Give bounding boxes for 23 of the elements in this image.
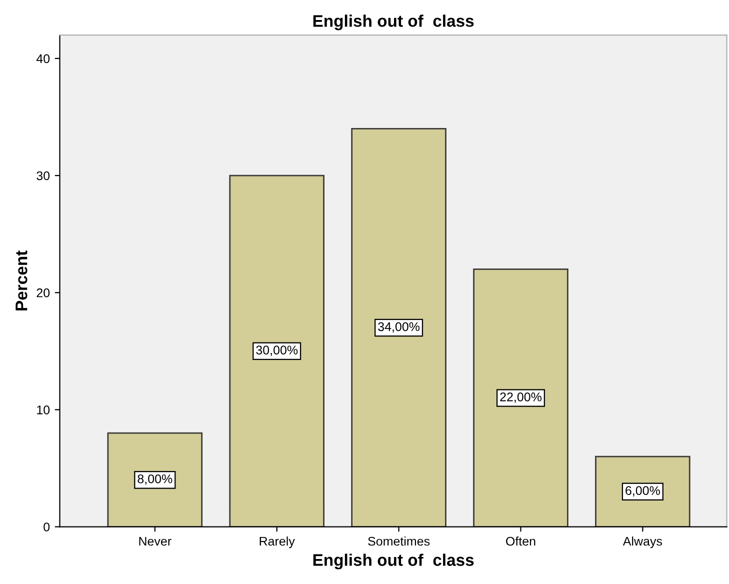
bar [107, 432, 203, 527]
chart-title: English out of class [313, 14, 474, 30]
x-axis-title: English out of class [313, 554, 474, 570]
x-tick-label: Often [506, 536, 536, 546]
y-axis-title: Percent [16, 250, 28, 310]
x-tick-label: Rarely [260, 536, 295, 548]
y-tick-label: 40 [36, 54, 50, 64]
data-label: 8,00% [138, 474, 172, 485]
data-label: 6,00% [626, 486, 660, 496]
y-tick-label: 0 [44, 522, 50, 532]
x-tick-label: Never [139, 536, 172, 546]
data-label: 30,00% [256, 346, 298, 356]
x-tick-label: Always [622, 536, 662, 548]
y-tick-label: 30 [36, 171, 50, 180]
bar [473, 268, 568, 527]
data-label: 34,00% [378, 322, 420, 333]
y-tick-label: 10 [37, 405, 50, 414]
bar [229, 174, 324, 527]
bar [351, 128, 446, 527]
x-tick-label: Sometimes [368, 536, 430, 546]
data-label: 22,00% [500, 392, 542, 403]
y-tick-label: 20 [36, 288, 50, 298]
bar [595, 456, 690, 527]
